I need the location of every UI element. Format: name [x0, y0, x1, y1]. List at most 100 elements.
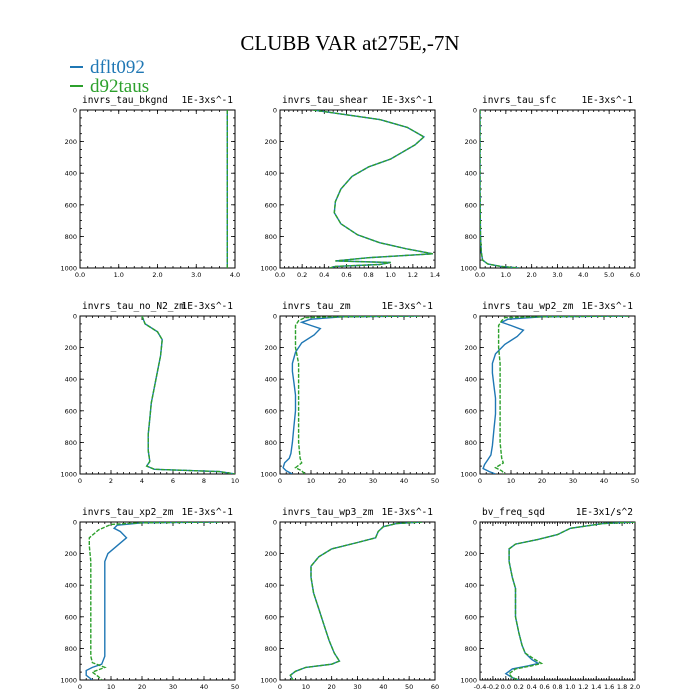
panel-title: invrs_tau_wp2_zm: [482, 301, 574, 312]
y-tick-label: 1000: [260, 265, 277, 273]
series-line-dflt092: [480, 110, 519, 268]
figure-title: CLUBB VAR at275E,-7N: [240, 31, 459, 55]
y-tick-label: 200: [65, 138, 77, 146]
x-tick-label: 30: [353, 683, 361, 691]
series-line-d92taus: [289, 522, 423, 680]
panel-title: invrs_tau_no_N2_zm: [82, 301, 185, 312]
y-tick-label: 800: [465, 645, 477, 653]
y-tick-label: 1000: [460, 471, 477, 479]
y-tick-label: 0: [273, 313, 277, 321]
x-tick-label: 0.0: [501, 683, 511, 691]
x-tick-label: 0.2: [514, 683, 524, 691]
x-tick-label: 30: [569, 477, 577, 485]
x-tick-label: 1.8: [617, 683, 627, 691]
x-tick-label: 0.6: [341, 271, 351, 279]
x-tick-label: 8: [202, 477, 206, 485]
y-tick-label: 0: [473, 107, 477, 115]
panel-frame: [79, 109, 236, 269]
panel-frame: [479, 521, 636, 681]
y-tick-label: 800: [65, 439, 77, 447]
panel-title: invrs_tau_sfc: [482, 95, 556, 106]
panel-units: 1E-3xs^-1: [182, 301, 234, 312]
x-tick-label: 1.2: [408, 271, 418, 279]
y-tick-label: 800: [465, 439, 477, 447]
x-tick-label: 0.8: [552, 683, 562, 691]
y-tick-label: 200: [465, 344, 477, 352]
y-tick-label: 1000: [460, 677, 477, 685]
y-tick-label: 800: [465, 233, 477, 241]
x-tick-label: 40: [379, 683, 387, 691]
x-tick-label: 0: [478, 477, 482, 485]
y-tick-label: 200: [65, 344, 77, 352]
legend-label-dflt092: dflt092: [90, 57, 145, 78]
panel-2: invrs_tau_sfc 1E-3xs^-1 0.0 1.0 2.0 3.0 4.0 5.0…: [460, 95, 640, 279]
panel-frame: [479, 109, 636, 269]
x-tick-label: 2.0: [526, 271, 536, 279]
y-tick-label: 800: [265, 645, 277, 653]
x-tick-label: 50: [231, 683, 239, 691]
panel-4: invrs_tau_zm 1E-3xs^-1 0 10 20 30 40 50 0 200 400 6…: [260, 301, 439, 485]
y-tick-label: 400: [465, 170, 477, 178]
x-tick-label: 40: [200, 683, 208, 691]
panel-0: invrs_tau_bkgnd 1E-3xs^-1 0.0 1.0 2.0 3.0 4.0 0…: [60, 95, 240, 279]
x-tick-label: 1.4: [591, 683, 601, 691]
series-line-dflt092: [282, 316, 420, 474]
x-tick-label: 4.0: [578, 271, 588, 279]
panel-units: 1E-3xs^-1: [382, 95, 434, 106]
panel-grid: invrs_tau_bkgnd 1E-3xs^-1 0.0 1.0 2.0 3.0 4.0 0…: [60, 95, 640, 691]
y-tick-label: 400: [265, 170, 277, 178]
x-tick-label: 10: [307, 477, 315, 485]
x-tick-label: 0.0: [475, 271, 485, 279]
x-tick-label: 1.4: [430, 271, 440, 279]
x-tick-label: 1.2: [578, 683, 588, 691]
panel-frame: [279, 315, 436, 475]
y-tick-label: 400: [65, 170, 77, 178]
series-line-d92taus: [508, 522, 635, 680]
panel-units: 1E-3xs^-1: [382, 507, 434, 518]
x-tick-label: 30: [369, 477, 377, 485]
y-tick-label: 0: [273, 519, 277, 527]
x-tick-label: 20: [338, 477, 346, 485]
x-tick-label: 20: [328, 683, 336, 691]
y-tick-label: 1000: [260, 471, 277, 479]
panel-6: invrs_tau_xp2_zm 1E-3xs^-1 0 10 20 30 40 50 0 200…: [60, 507, 239, 691]
x-tick-label: 20: [138, 683, 146, 691]
x-tick-label: 0.0: [75, 271, 85, 279]
x-tick-label: 5.0: [604, 271, 614, 279]
y-tick-label: 600: [465, 613, 477, 621]
y-tick-label: 1000: [460, 265, 477, 273]
panel-units: 1E-3x1/s^2: [576, 507, 633, 518]
legend: dflt092 d92taus: [70, 57, 149, 97]
series-line-d92taus: [88, 522, 220, 680]
panel-units: 1E-3xs^-1: [582, 95, 634, 106]
y-tick-label: 800: [265, 439, 277, 447]
y-tick-label: 600: [65, 201, 77, 209]
y-tick-label: 600: [465, 407, 477, 415]
x-tick-label: 40: [400, 477, 408, 485]
x-tick-label: 4: [140, 477, 144, 485]
panel-title: invrs_tau_zm: [282, 301, 351, 312]
y-tick-label: 600: [265, 613, 277, 621]
series-line-d92taus: [294, 316, 420, 474]
y-tick-label: 600: [265, 201, 277, 209]
x-tick-label: 1.0: [114, 271, 124, 279]
panel-frame: [279, 521, 436, 681]
x-tick-label: 20: [538, 477, 546, 485]
panel-5: invrs_tau_wp2_zm 1E-3xs^-1 0 10 20 30 40 50 0 200…: [460, 301, 639, 485]
series-line-dflt092: [141, 316, 235, 474]
series-line-dflt092: [85, 522, 220, 680]
legend-label-d92taus: d92taus: [90, 76, 149, 97]
x-tick-label: 60: [431, 683, 439, 691]
panel-7: invrs_tau_wp3_zm 1E-3xs^-10 10 20 30 40 50 6002…: [260, 507, 439, 691]
x-tick-label: 50: [431, 477, 439, 485]
y-tick-label: 800: [65, 645, 77, 653]
y-tick-label: 1000: [60, 677, 77, 685]
series-line-dflt092: [504, 522, 635, 680]
y-tick-label: 0: [73, 107, 77, 115]
panel-title: invrs_tau_shear: [282, 95, 368, 106]
y-tick-label: 0: [473, 313, 477, 321]
y-tick-label: 400: [65, 582, 77, 590]
y-tick-label: 600: [265, 407, 277, 415]
y-tick-label: 600: [465, 201, 477, 209]
